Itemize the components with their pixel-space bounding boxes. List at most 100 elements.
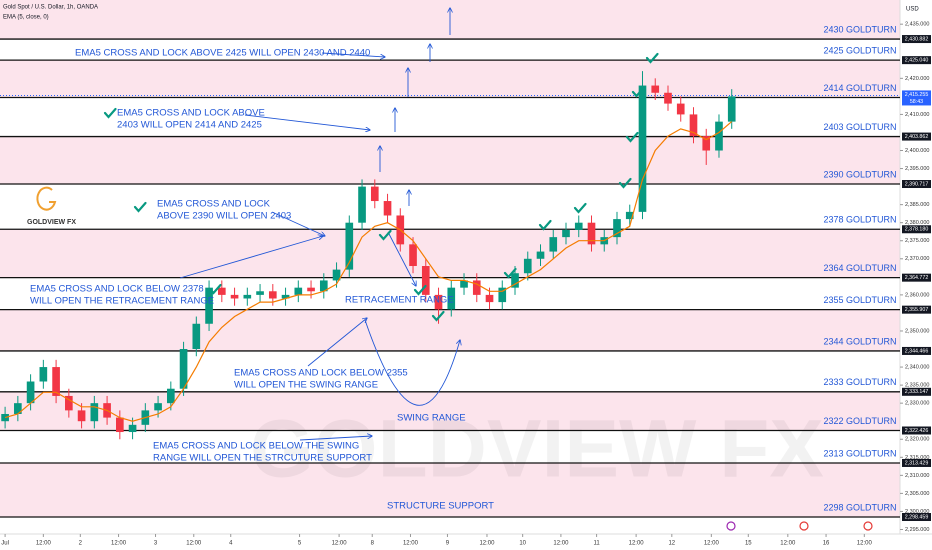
candle-body [166,388,175,404]
level-price-label: 2,403.862 [905,134,929,140]
current-price-label: 2,415.255 [905,92,929,98]
arrow [299,436,372,441]
candle-body [14,403,22,414]
candle-body [549,237,558,252]
level-price-box [902,458,931,467]
arrow [387,231,416,286]
candle-body [638,85,647,212]
logo: GOLDVIEW FX [27,219,76,226]
level-price-label: 2,298.459 [905,514,929,520]
candle-body [523,258,532,274]
x-tick-label: 11 [593,541,600,547]
level-price-box [902,273,931,282]
annotation: EMA5 CROSS AND LOCK BELOW 2378 [30,284,204,295]
x-tick-label: 12:00 [403,541,419,547]
level-price-label: 2,390.717 [905,181,929,187]
candle-body [205,287,213,324]
zone-label: 2403 GOLDTURN [823,122,896,132]
y-tick-label: 2,320.000 [905,437,929,443]
y-tick-label: 2,410.000 [905,112,929,118]
annotation: RANGE WILL OPEN THE STRCUTURE SUPPORT [153,453,372,464]
x-tick-label: Jul [1,541,9,547]
checkmark [503,267,517,279]
annotation: ABOVE 2390 WILL OPEN 2403 [157,211,291,222]
candle-body [574,222,583,230]
checkmark [538,219,552,231]
y-tick-label: 2,385.000 [905,202,929,208]
level-price-label: 2,333.147 [905,389,929,395]
x-tick-label: 4 [229,541,233,547]
x-tick-label: 12:00 [332,541,348,547]
annotation: EMA5 CROSS AND LOCK BELOW 2355 [234,368,408,379]
checkmark [103,107,117,119]
zone [0,136,900,185]
candle-body [179,349,188,389]
y-tick-label: 2,370.000 [905,256,929,262]
zone-label: 2298 GOLDTURN [823,502,896,512]
x-tick-label: 5 [298,541,302,547]
axis-unit: USD [906,7,919,13]
candle-body [256,291,264,295]
zone-label: 2378 GOLDTURN [823,215,896,225]
x-tick-label: 12:00 [36,541,52,547]
checkmark [645,52,659,64]
x-tick-label: 3 [154,541,158,547]
x-tick-label: 12:00 [553,541,569,547]
candle-body [562,229,570,238]
checkmark [625,131,639,143]
level-price-label: 2,322.426 [905,428,929,434]
logo-icon [36,186,57,211]
chart-title: Gold Spot / U.S. Dollar, 1h, OANDA [3,5,98,11]
candle-body [319,280,328,292]
candle-body [307,287,315,292]
y-tick-label: 2,360.000 [905,292,929,298]
candle-body [536,251,545,259]
level-price-box [902,56,931,65]
candle-body [727,96,736,122]
checkmark [573,202,587,214]
y-tick-label: 2,300.000 [905,509,929,515]
x-tick-label: 12 [668,541,675,547]
level-price-box [902,346,931,355]
candle-body [90,403,99,422]
x-tick-label: 16 [823,541,830,547]
level-price-box [902,35,931,44]
level-price-label: 2,364.772 [905,275,929,281]
candle-body [485,294,494,303]
level-price-box [902,387,931,396]
countdown: 58:43 [910,99,923,105]
y-tick-label: 2,435.000 [905,22,929,28]
zone-label: 2414 GOLDTURN [823,83,896,93]
indicator-label: EMA (5, close, 0) [3,15,49,21]
candle-body [65,395,73,411]
candle-body [434,294,443,310]
event-icon [726,521,736,531]
x-tick-label: 10 [519,541,526,547]
zone-label: 2333 GOLDTURN [823,377,896,387]
level-price-box [902,513,931,522]
level-price-label: 2,313.429 [905,460,929,466]
checkmark [631,86,645,98]
watermark: GOLDVIEW FX [250,404,824,495]
candle-body [230,294,239,299]
zone [0,391,900,431]
level-price-box [902,225,931,234]
level-price-label: 2,425.040 [905,58,929,64]
candle-body [370,186,379,202]
y-tick-label: 2,375.000 [905,238,929,244]
candle-body [421,266,430,295]
candle-body [128,424,137,433]
ema-line [4,121,733,422]
y-tick-label: 2,335.000 [905,383,929,389]
current-price-box [902,90,931,106]
x-tick-label: 12:00 [629,541,645,547]
y-tick-label: 2,340.000 [905,365,929,371]
candle-body [116,417,124,433]
candle-body [154,403,162,411]
level-price-label: 2,430.882 [905,36,929,42]
candle-body [460,280,468,288]
y-tick-label: 2,295.000 [905,527,929,533]
zone-label: 2322 GOLDTURN [823,416,896,426]
candle-body [383,201,392,216]
